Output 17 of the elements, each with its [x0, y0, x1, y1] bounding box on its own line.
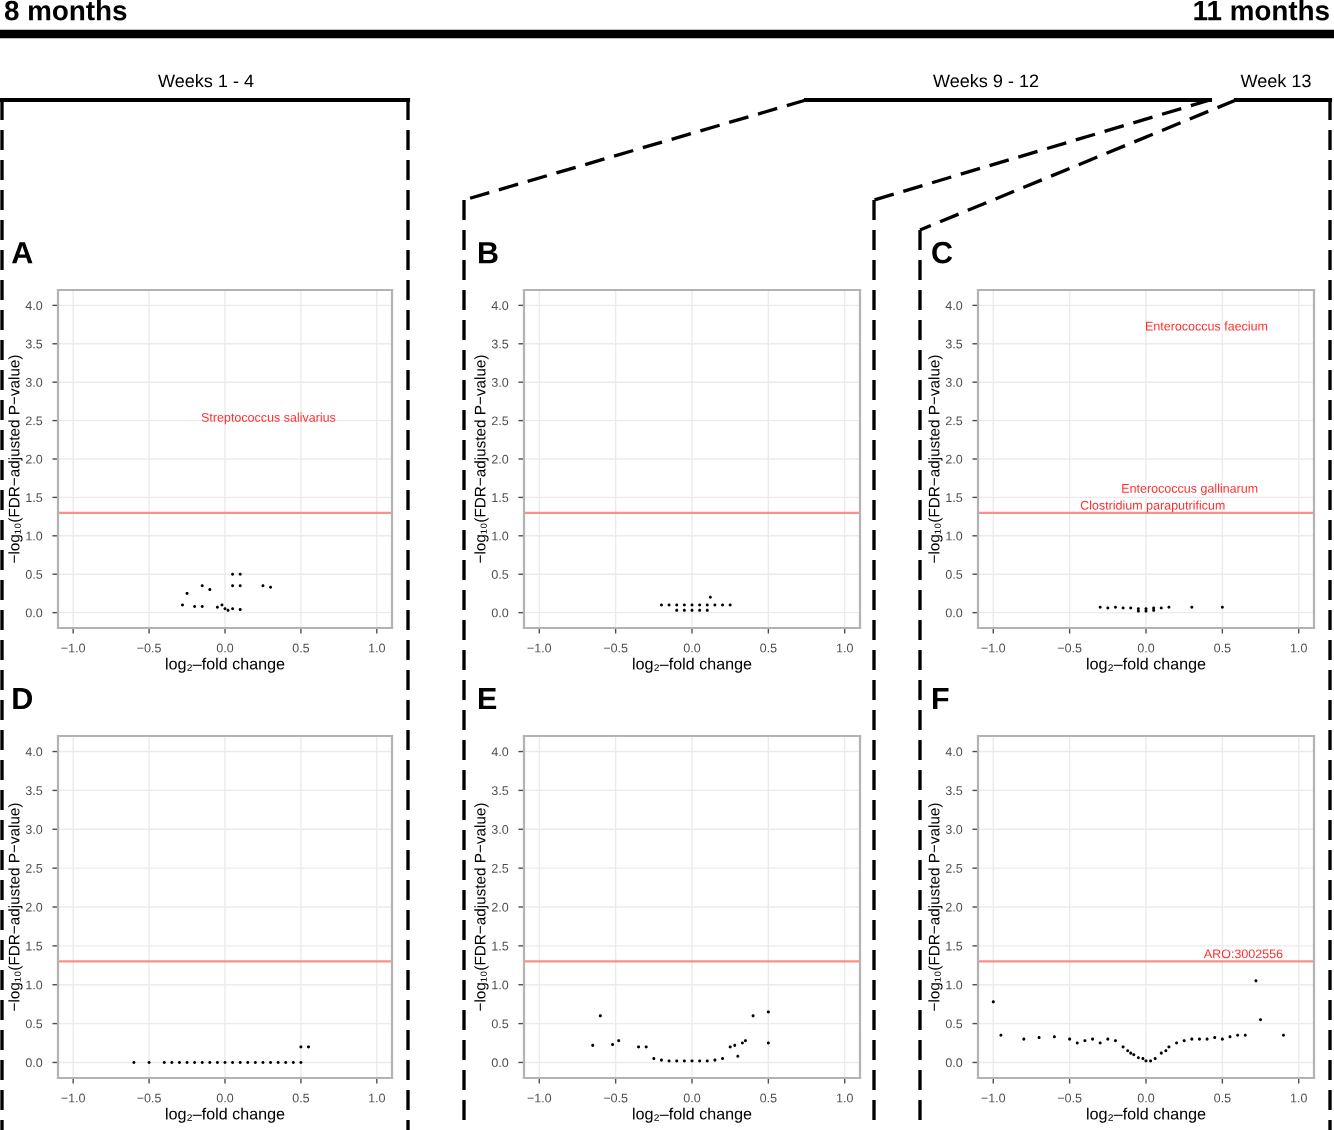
text: Weeks 1 - 4: [158, 74, 254, 88]
x-axis-title: log₂–fold change: [166, 657, 285, 673]
chart-title: F: [933, 688, 949, 710]
text: Week 13: [1240, 74, 1311, 88]
x-axis-title: log₂–fold change: [1087, 657, 1206, 673]
chart-title: B: [479, 242, 498, 264]
x-axis-title: log₂–fold change: [633, 1107, 752, 1123]
x-axis-title: log₂–fold change: [1087, 1107, 1206, 1123]
chart-title: E: [479, 688, 497, 710]
chart-title: C: [932, 241, 953, 264]
x-axis-title: log₂–fold change: [166, 1107, 285, 1123]
text: Weeks 9 - 12: [933, 74, 1039, 88]
chart-title: A: [12, 242, 33, 264]
text: 11 months: [1194, 0, 1329, 21]
x-axis-title: log₂–fold change: [633, 657, 752, 673]
chart-title: D: [13, 688, 33, 710]
text: 8 months: [4, 0, 127, 21]
